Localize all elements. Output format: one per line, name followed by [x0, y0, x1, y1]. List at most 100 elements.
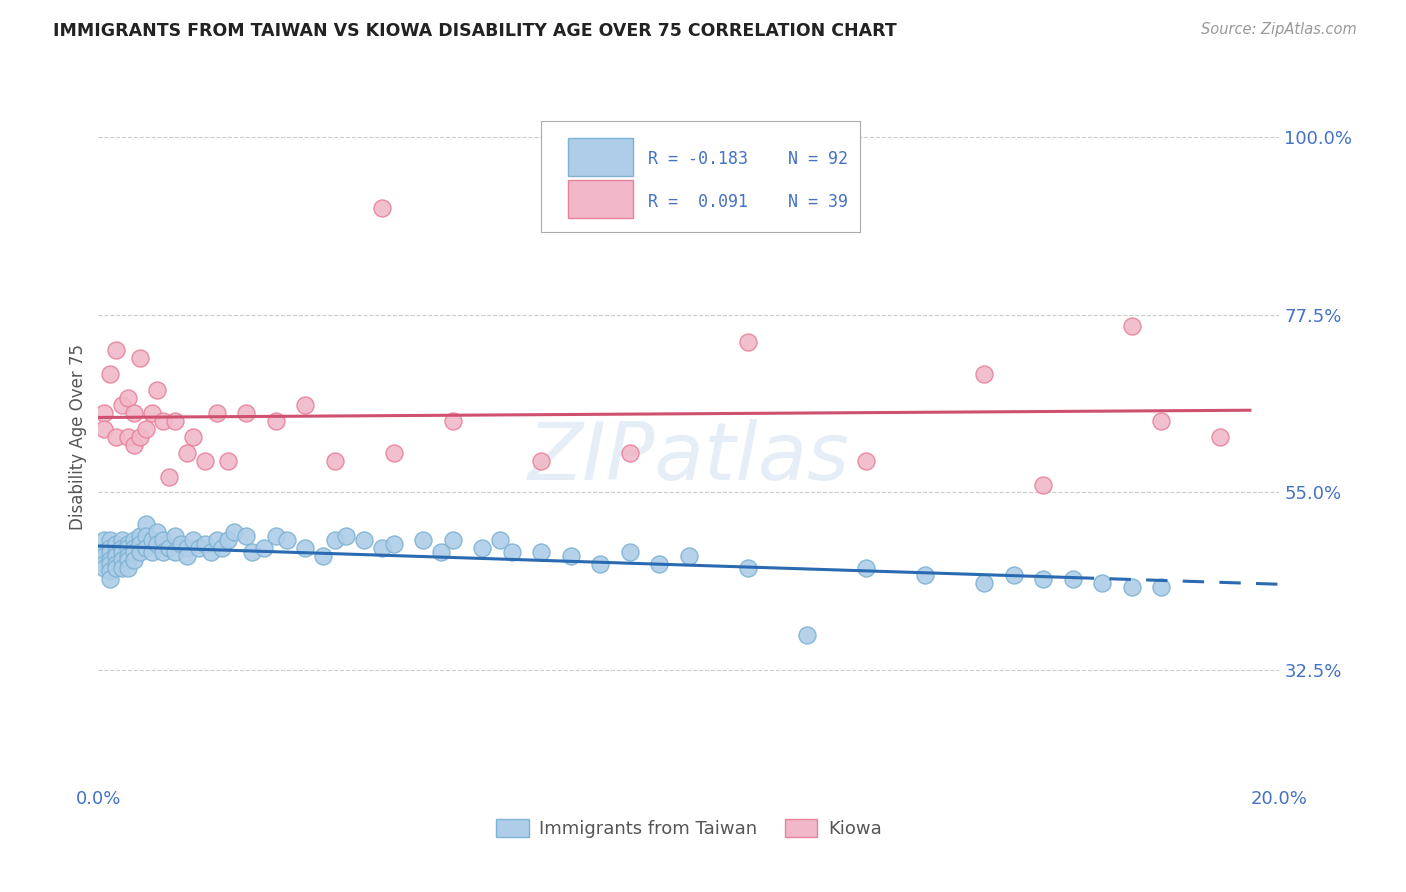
Point	[176, 446, 198, 460]
Point	[240, 545, 263, 559]
Point	[117, 430, 139, 444]
Point	[117, 541, 139, 555]
Point	[530, 545, 553, 559]
FancyBboxPatch shape	[568, 179, 634, 218]
Point	[93, 549, 115, 563]
Point	[93, 557, 115, 571]
Point	[1062, 573, 1084, 587]
Point	[294, 399, 316, 413]
Point	[111, 533, 134, 547]
Point	[211, 541, 233, 555]
Point	[200, 545, 222, 559]
Point	[128, 529, 150, 543]
Y-axis label: Disability Age Over 75: Disability Age Over 75	[69, 344, 87, 530]
Point	[165, 529, 187, 543]
Point	[441, 414, 464, 428]
Point	[146, 537, 169, 551]
Point	[489, 533, 512, 547]
Point	[98, 533, 121, 547]
Point	[530, 454, 553, 468]
Point	[1032, 477, 1054, 491]
Point	[111, 560, 134, 574]
Point	[111, 552, 134, 566]
Point	[105, 560, 128, 574]
Point	[165, 414, 187, 428]
Point	[441, 533, 464, 547]
Point	[117, 391, 139, 405]
Point	[98, 565, 121, 579]
Point	[93, 560, 115, 574]
Point	[1091, 576, 1114, 591]
Point	[619, 446, 641, 460]
Point	[157, 469, 180, 483]
Point	[235, 406, 257, 420]
Point	[276, 533, 298, 547]
Point	[619, 545, 641, 559]
Point	[217, 533, 239, 547]
Point	[973, 576, 995, 591]
Point	[194, 454, 217, 468]
Point	[98, 545, 121, 559]
Point	[122, 533, 145, 547]
Point	[371, 541, 394, 555]
Point	[187, 541, 209, 555]
Point	[135, 529, 157, 543]
Text: R = -0.183    N = 92: R = -0.183 N = 92	[648, 151, 848, 169]
Point	[117, 552, 139, 566]
Point	[737, 560, 759, 574]
Point	[152, 533, 174, 547]
Point	[589, 557, 612, 571]
Point	[135, 422, 157, 436]
Point	[501, 545, 523, 559]
Point	[412, 533, 434, 547]
Point	[294, 541, 316, 555]
Point	[471, 541, 494, 555]
Point	[1150, 414, 1173, 428]
Point	[170, 537, 193, 551]
Point	[176, 549, 198, 563]
Point	[382, 446, 405, 460]
Point	[152, 414, 174, 428]
Point	[224, 524, 246, 539]
Point	[117, 537, 139, 551]
Point	[430, 545, 453, 559]
Legend: Immigrants from Taiwan, Kiowa: Immigrants from Taiwan, Kiowa	[489, 812, 889, 846]
Point	[128, 351, 150, 365]
Point	[122, 438, 145, 452]
Point	[128, 430, 150, 444]
FancyBboxPatch shape	[568, 138, 634, 177]
Point	[312, 549, 335, 563]
Point	[122, 406, 145, 420]
Point	[205, 406, 228, 420]
Point	[855, 560, 877, 574]
Point	[98, 557, 121, 571]
Point	[111, 545, 134, 559]
Point	[141, 533, 163, 547]
Point	[205, 533, 228, 547]
Point	[1121, 580, 1143, 594]
Point	[105, 430, 128, 444]
Point	[117, 560, 139, 574]
Point	[146, 524, 169, 539]
Point	[914, 568, 936, 582]
Point	[264, 529, 287, 543]
Point	[93, 406, 115, 420]
Point	[737, 335, 759, 350]
Point	[105, 549, 128, 563]
Point	[111, 399, 134, 413]
Point	[371, 201, 394, 215]
Point	[217, 454, 239, 468]
Point	[1032, 573, 1054, 587]
Point	[122, 541, 145, 555]
Point	[135, 541, 157, 555]
FancyBboxPatch shape	[541, 120, 860, 232]
Point	[1209, 430, 1232, 444]
Point	[973, 367, 995, 381]
Point	[194, 537, 217, 551]
Point	[93, 545, 115, 559]
Point	[1121, 319, 1143, 334]
Point	[796, 628, 818, 642]
Point	[141, 406, 163, 420]
Point	[235, 529, 257, 543]
Point	[157, 541, 180, 555]
